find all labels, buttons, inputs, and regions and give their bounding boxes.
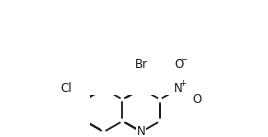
Text: N: N xyxy=(137,125,146,137)
Text: Br: Br xyxy=(135,58,148,71)
Text: O: O xyxy=(193,93,202,106)
Text: Cl: Cl xyxy=(60,82,72,95)
Text: O: O xyxy=(174,58,183,71)
Text: N: N xyxy=(174,82,183,95)
Text: +: + xyxy=(179,79,186,88)
Text: −: − xyxy=(180,55,187,65)
